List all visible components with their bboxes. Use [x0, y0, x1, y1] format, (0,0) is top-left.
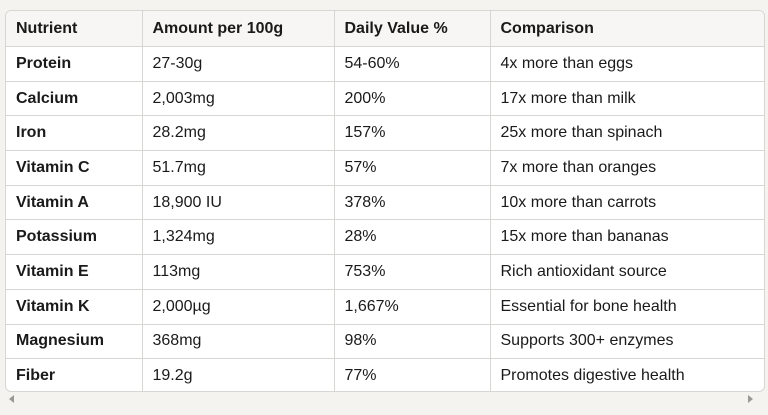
daily-value-cell: 157%	[334, 115, 491, 152]
amount-cell: 1,324mg	[142, 219, 335, 256]
amount-cell: 2,000µg	[142, 289, 335, 325]
daily-value-cell: 378%	[334, 185, 491, 221]
amount-cell: 2,003mg	[142, 81, 335, 117]
nutrient-cell: Vitamin K	[6, 289, 143, 325]
header-amount: Amount per 100g	[142, 11, 335, 47]
daily-value-cell: 57%	[334, 150, 491, 186]
nutrient-cell: Iron	[6, 115, 143, 152]
comparison-cell: 7x more than oranges	[490, 150, 764, 186]
arrow-left-icon[interactable]	[9, 395, 14, 403]
daily-value-cell: 200%	[334, 81, 491, 117]
amount-cell: 368mg	[142, 324, 335, 360]
amount-cell: 113mg	[142, 254, 335, 290]
daily-value-cell: 28%	[334, 219, 491, 256]
daily-value-cell: 98%	[334, 324, 491, 360]
nutrient-cell: Vitamin C	[6, 150, 143, 186]
arrow-right-icon[interactable]	[748, 395, 753, 403]
comparison-cell: 4x more than eggs	[490, 46, 764, 82]
daily-value-cell: 753%	[334, 254, 491, 290]
comparison-cell: Rich antioxidant source	[490, 254, 764, 290]
daily-value-cell: 54-60%	[334, 46, 491, 82]
comparison-cell: Supports 300+ enzymes	[490, 324, 764, 360]
header-daily-value: Daily Value %	[334, 11, 491, 47]
amount-cell: 28.2mg	[142, 115, 335, 152]
table-row: Protein 27-30g 54-60% 4x more than eggs	[6, 46, 764, 82]
header-nutrient: Nutrient	[6, 11, 143, 47]
daily-value-cell: 1,667%	[334, 289, 491, 325]
nutrient-cell: Vitamin E	[6, 254, 143, 290]
nutrient-cell: Magnesium	[6, 324, 143, 360]
comparison-cell: Promotes digestive health	[500, 367, 685, 385]
nutrition-table: Nutrient Amount per 100g Daily Value % C…	[6, 11, 764, 391]
table-row: Iron 28.2mg 157% 25x more than spinach	[6, 115, 764, 152]
comparison-cell: 15x more than bananas	[490, 219, 764, 256]
header-comparison: Comparison	[490, 11, 764, 47]
table-row: Vitamin C 51.7mg 57% 7x more than oranges	[6, 150, 764, 186]
comparison-cell: Essential for bone health	[490, 289, 764, 325]
amount-cell: 27-30g	[142, 46, 335, 82]
table-row: Vitamin A 18,900 IU 378% 10x more than carr…	[6, 185, 764, 221]
daily-value-cell: 77%	[334, 358, 491, 391]
amount-cell: 19.2g	[142, 358, 335, 391]
table-row: Vitamin E 113mg 753% Rich antioxidant sourc…	[6, 254, 764, 290]
comparison-cell: 10x more than carrots	[490, 185, 764, 221]
comparison-cell: 17x more than milk	[490, 81, 764, 117]
table-row: Fiber 19.2g 77% Promotes digestive health	[6, 358, 764, 391]
nutrient-cell: Calcium	[6, 81, 143, 117]
horizontal-scrollbar[interactable]	[5, 392, 763, 406]
amount-cell: 51.7mg	[142, 150, 335, 186]
scrollbar-thumb[interactable]	[19, 394, 743, 403]
nutrient-cell: Potassium	[6, 219, 143, 256]
nutrient-cell: Fiber	[6, 358, 143, 391]
table-row: Vitamin K 2,000µg 1,667% Essential for bone…	[6, 289, 764, 325]
table-header-row: Nutrient Amount per 100g Daily Value % C…	[6, 11, 764, 47]
nutrition-table-container: Nutrient Amount per 100g Daily Value % C…	[5, 10, 765, 392]
table-row: Calcium 2,003mg 200% 17x more than milk	[6, 81, 764, 117]
table-row: Magnesium 368mg 98% Supports 300+ enzymes	[6, 324, 764, 360]
nutrient-cell: Vitamin A	[6, 185, 143, 221]
comparison-cell: 25x more than spinach	[490, 115, 764, 152]
table-row: Potassium 1,324mg 28% 15x more than bananas	[6, 219, 764, 256]
amount-cell: 18,900 IU	[142, 185, 335, 221]
nutrient-cell: Protein	[6, 46, 143, 82]
